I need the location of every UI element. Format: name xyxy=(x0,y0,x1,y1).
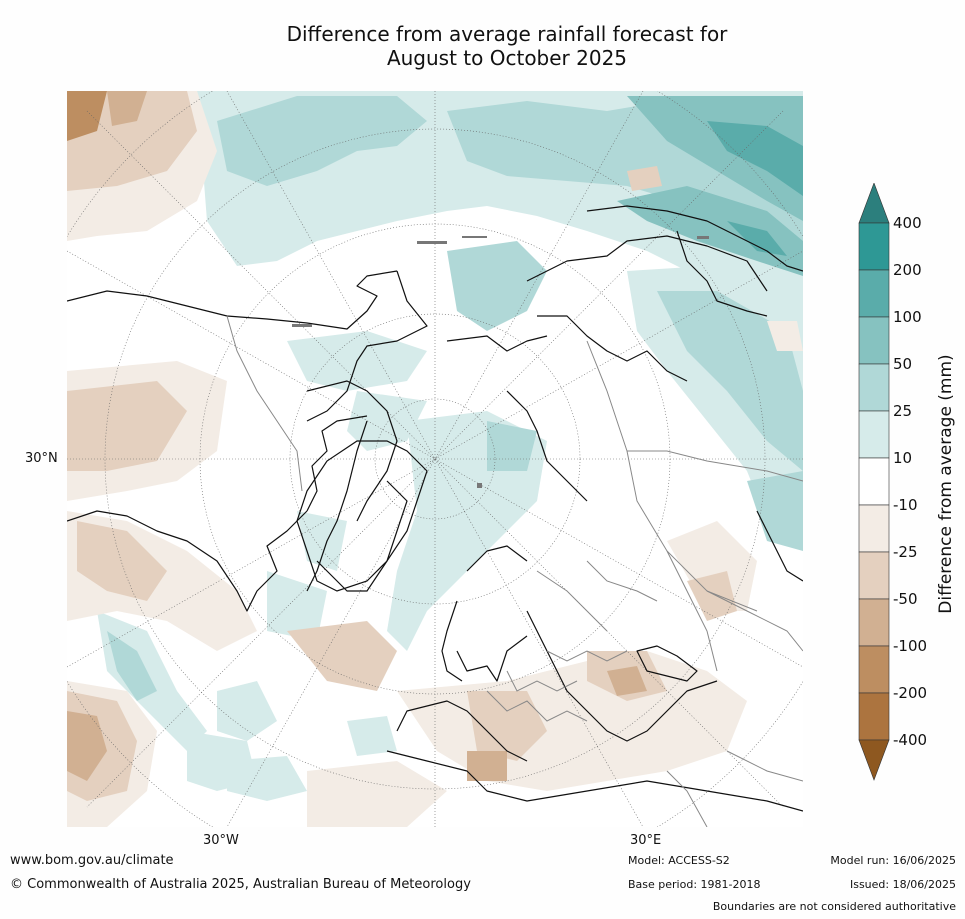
colorbar-swatch xyxy=(858,551,890,600)
longitude-label-30e: 30°E xyxy=(630,833,662,848)
colorbar-tick-label: -100 xyxy=(893,637,928,655)
boundary-disclaimer: Boundaries are not considered authoritat… xyxy=(712,900,956,913)
website-link[interactable]: www.bom.gov.au/climate xyxy=(10,853,174,868)
latitude-label-30n: 30°N xyxy=(25,451,58,466)
colorbar-swatch xyxy=(858,645,890,694)
longitude-label-30w: 30°W xyxy=(203,833,239,848)
colorbar-swatch xyxy=(858,269,890,318)
colorbar-swatch xyxy=(858,692,890,741)
dry-anomaly-regions xyxy=(67,91,803,827)
graticule xyxy=(67,91,803,827)
colorbar-tick-label: -400 xyxy=(893,731,928,749)
colorbar-swatch xyxy=(858,222,890,271)
colorbar-tick-label: 400 xyxy=(893,214,922,232)
ice-edge-marks xyxy=(292,236,709,488)
title-line-1: Difference from average rainfall forecas… xyxy=(286,22,728,46)
colorbar-tick-label: 10 xyxy=(893,449,913,467)
copyright-text: © Commonwealth of Australia 2025, Austra… xyxy=(10,877,471,892)
colorbar-tick-label: 25 xyxy=(893,402,913,420)
colorbar-tick-label: -200 xyxy=(893,684,928,702)
title-line-2: August to October 2025 xyxy=(386,46,628,70)
colorbar-title: Difference from average (mm) xyxy=(936,354,956,614)
colorbar-swatch xyxy=(858,457,890,506)
colorbar-tick-label: -25 xyxy=(893,543,918,561)
colorbar-swatch xyxy=(858,363,890,412)
colorbar-tick-label: 100 xyxy=(893,308,922,326)
colorbar-swatch xyxy=(858,316,890,365)
colorbar-extend-bottom xyxy=(858,739,890,781)
wet-anomaly-regions xyxy=(97,91,803,801)
colorbar-tick-label: 50 xyxy=(893,355,913,373)
rainfall-anomaly-map xyxy=(67,91,803,827)
issued-date: Issued: 18/06/2025 xyxy=(849,878,956,891)
model-run-date: Model run: 16/06/2025 xyxy=(830,854,956,867)
greenland-outline xyxy=(296,440,428,592)
colorbar-extend-top xyxy=(858,183,890,224)
colorbar-swatch xyxy=(858,410,890,459)
country-borders xyxy=(226,315,803,827)
colorbar-swatch xyxy=(858,598,890,647)
base-period: Base period: 1981-2018 xyxy=(628,878,761,891)
colorbar-tick-label: 200 xyxy=(893,261,922,279)
colorbar-tick-label: -10 xyxy=(893,496,918,514)
model-name: Model: ACCESS-S2 xyxy=(628,854,730,867)
colorbar-tick-label: -50 xyxy=(893,590,918,608)
colorbar xyxy=(858,183,890,781)
chart-title: Difference from average rainfall forecas… xyxy=(0,22,965,70)
coastlines xyxy=(67,205,803,812)
colorbar-swatch xyxy=(858,504,890,553)
